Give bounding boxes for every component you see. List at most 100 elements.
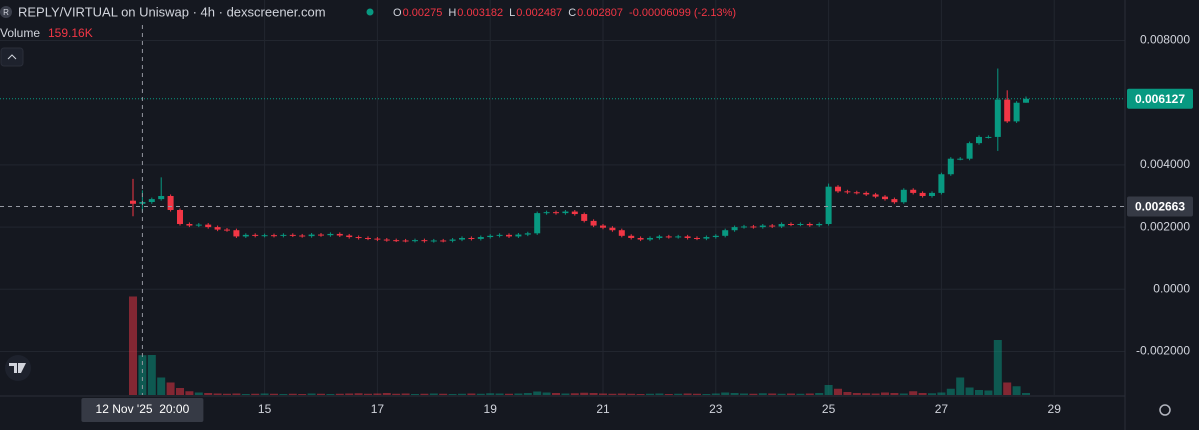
volume-bar	[194, 392, 203, 395]
volume-bar	[514, 393, 523, 395]
candle-body	[656, 236, 663, 238]
candle-body	[224, 229, 230, 231]
crosshair-time-box	[81, 398, 204, 422]
collapse-arrow	[7, 54, 17, 60]
candle-body	[261, 235, 268, 237]
candle-body	[1023, 98, 1029, 103]
volume-bar	[138, 355, 147, 395]
volume-bar	[777, 393, 786, 395]
candle-body	[318, 234, 324, 236]
candle-body	[863, 192, 870, 195]
candle-body	[252, 234, 259, 236]
candle-body	[543, 212, 550, 214]
volume-bar	[260, 393, 269, 395]
candle-body	[1013, 102, 1020, 122]
candle-body	[205, 224, 212, 228]
candle-body	[214, 227, 221, 230]
candle-body	[797, 223, 804, 225]
volume-bar	[824, 385, 833, 395]
volume-bar	[627, 393, 636, 395]
volume-bar	[975, 390, 983, 395]
x-tick-label: 21	[596, 402, 610, 416]
settings-icon[interactable]	[1159, 404, 1171, 416]
candle-body	[430, 240, 437, 242]
ohlc-value: 0.003182	[457, 7, 503, 19]
candle-body	[195, 224, 202, 226]
candle-body	[882, 196, 888, 200]
volume-bar	[241, 394, 250, 395]
volume-bar	[213, 393, 222, 395]
volume-bar	[382, 393, 391, 395]
candle-body	[590, 220, 597, 226]
volume-bar	[815, 393, 824, 395]
volume-bar	[401, 393, 410, 395]
candle-body	[365, 237, 371, 239]
volume-bar	[636, 394, 645, 395]
candle-body	[158, 196, 165, 200]
candle-body	[242, 234, 249, 237]
volume-bar	[448, 394, 457, 395]
candle-body	[440, 240, 447, 242]
candle-body	[985, 136, 992, 138]
volume-bar	[881, 392, 889, 395]
candle-body	[308, 234, 315, 237]
volume-bar	[796, 393, 805, 395]
candle-body	[177, 210, 183, 224]
ohlc-label: H	[448, 7, 456, 19]
volume-bar	[918, 393, 927, 395]
candle-body	[487, 235, 494, 238]
candle-body	[581, 214, 588, 221]
volume-bar	[467, 393, 476, 395]
candle-body	[835, 186, 841, 192]
volume-bar	[298, 394, 307, 395]
volume-bar	[664, 394, 673, 395]
candle-body	[346, 235, 353, 238]
volume-bar	[871, 393, 880, 395]
volume-bar	[429, 393, 438, 395]
candle-body	[947, 158, 954, 175]
candle-body	[534, 213, 541, 234]
candle-body	[647, 237, 653, 240]
candle-body	[684, 236, 691, 238]
candle-body	[468, 237, 475, 239]
volume-bar	[279, 394, 288, 395]
last-price-label: 0.006127	[1135, 92, 1185, 106]
volume-bar	[909, 391, 918, 395]
y-tick-label: 0.008000	[1140, 33, 1190, 47]
volume-bar	[711, 393, 720, 395]
candle-body	[167, 196, 174, 210]
x-tick-label: 15	[258, 402, 272, 416]
volume-bar	[270, 393, 278, 395]
candle-body	[825, 186, 832, 224]
candle-body	[750, 226, 757, 228]
candle-body	[966, 143, 973, 159]
volume-bar	[570, 393, 579, 395]
candle-body	[891, 199, 898, 203]
ohlc-legend: O 0.00275 H 0.003182 L 0.002487 C 0.002807 -0.00…	[393, 7, 736, 19]
candle-body	[910, 189, 917, 193]
volume-bar	[364, 393, 372, 395]
candle-body	[618, 230, 625, 236]
volume-bar	[749, 393, 758, 395]
volume-bar	[1022, 393, 1030, 395]
candle-body	[393, 240, 400, 242]
volume-bar	[561, 393, 570, 395]
collapse-button[interactable]	[0, 47, 24, 67]
candle-body	[130, 200, 136, 204]
symbol: REPLY/VIRTUAL on Uniswap · 4h · dexscree…	[18, 4, 326, 19]
volume-bar	[232, 393, 241, 395]
volume-bar	[937, 392, 946, 395]
y-tick-label: 0.0000	[1153, 281, 1190, 295]
candle-body	[816, 223, 823, 226]
volume-bar	[317, 393, 325, 395]
candle-body	[280, 234, 287, 236]
candle-body	[562, 211, 569, 214]
volume-bar	[288, 393, 297, 395]
candle-body	[769, 225, 776, 227]
y-tick-label: 0.002000	[1140, 219, 1190, 233]
volume-bar	[411, 394, 419, 395]
ohlc-label: C	[568, 7, 576, 19]
candle-body	[271, 235, 277, 237]
volume-bar	[702, 394, 711, 395]
